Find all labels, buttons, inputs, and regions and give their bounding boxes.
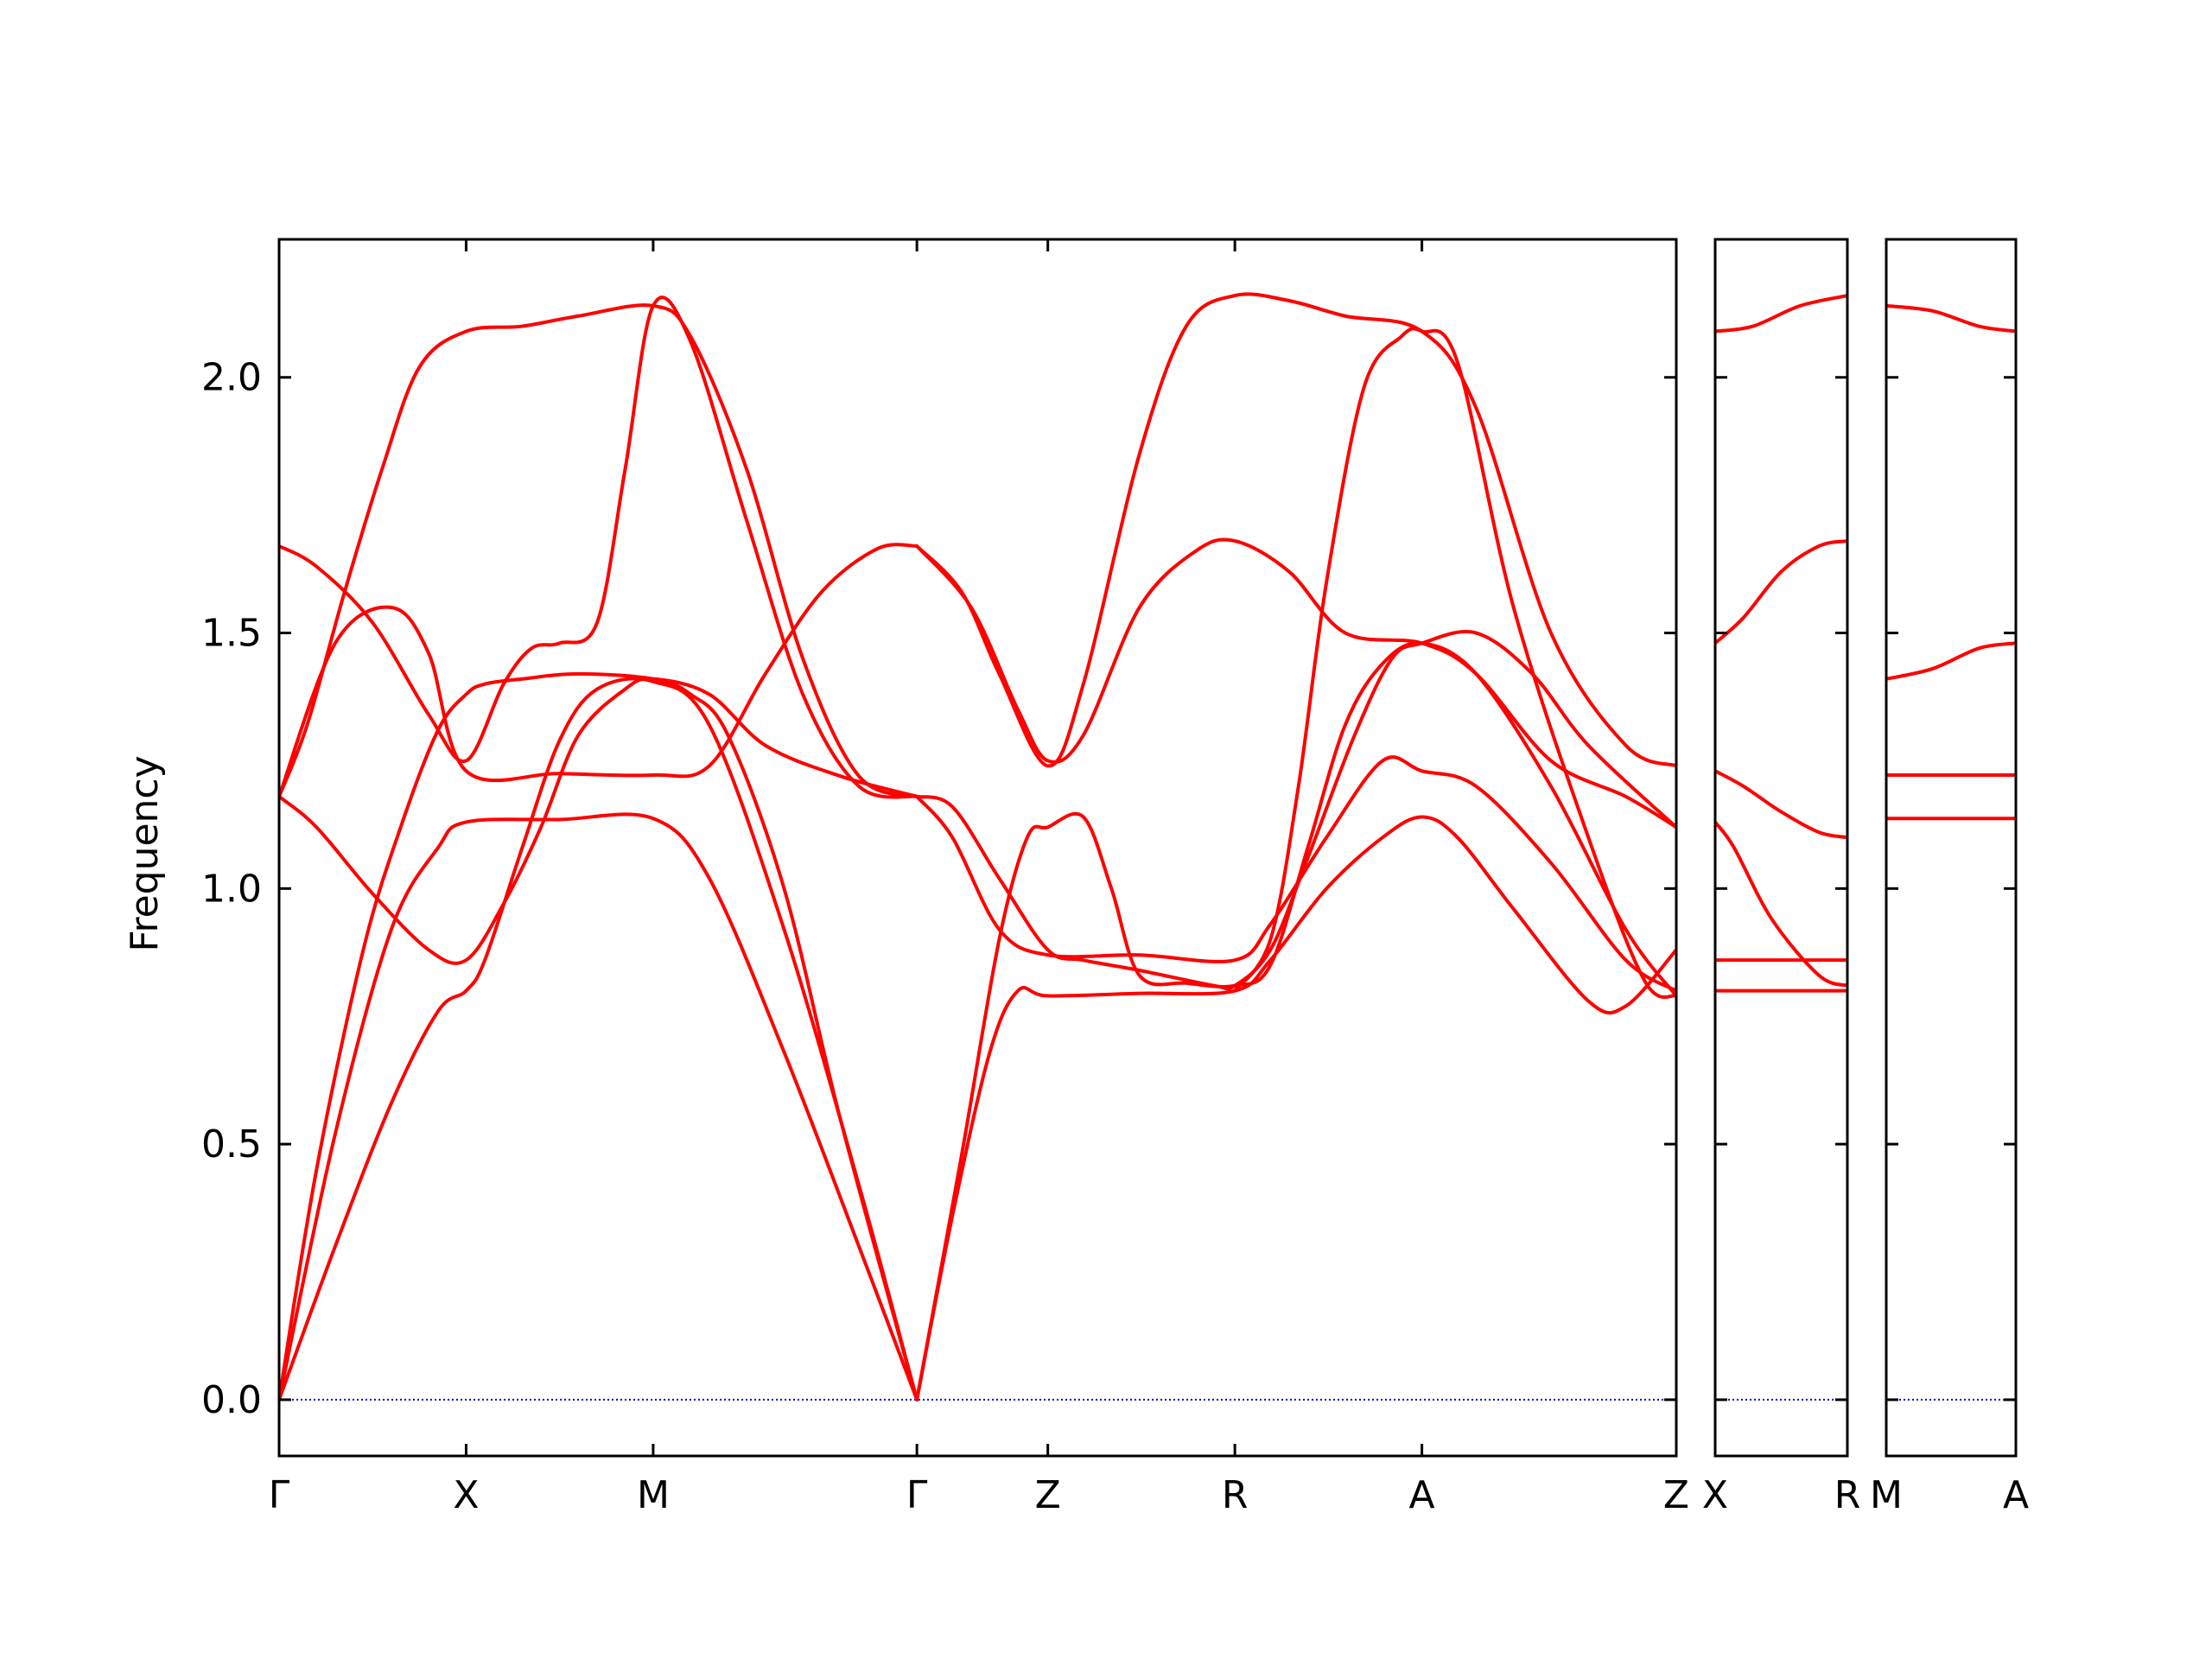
- x-tick-label: M: [637, 1473, 670, 1517]
- band-line-4: [1715, 769, 1847, 840]
- x-tick-label: A: [2003, 1473, 2029, 1517]
- axes-frame: [1713, 238, 1849, 1458]
- band-line-3: [279, 671, 919, 1402]
- band-line-4: [1886, 303, 2016, 334]
- band-line-2: [279, 677, 919, 1402]
- x-tick-label: M: [1870, 1473, 1903, 1517]
- y-tick-label: 2.0: [201, 356, 262, 400]
- band-line-9: [915, 641, 1676, 1402]
- x-tick-label: X: [1702, 1473, 1728, 1517]
- axes-frame: [277, 238, 1678, 1458]
- panel-1: 0.0 0.5 1.0 1.5 2.0 Γ X M Γ Z R A Z: [201, 238, 1689, 1517]
- panels: 0.00.51.01.52.0Γ X M Γ Z R A Z X R M A: [201, 238, 2029, 1517]
- band-line-7: [279, 303, 919, 798]
- bands: [279, 292, 1676, 1402]
- bands: [1715, 294, 1847, 993]
- x-tick-label: Γ: [906, 1473, 928, 1517]
- band-line-4: [279, 677, 919, 965]
- band-line-6: [1715, 294, 1847, 334]
- x-tick-label: Z: [1035, 1473, 1061, 1517]
- bands: [1886, 303, 2016, 821]
- x-tick-label: R: [1222, 1473, 1249, 1517]
- x-tick-label: X: [453, 1473, 479, 1517]
- x-tick-label: Z: [1663, 1473, 1689, 1517]
- y-tick-label: 1.0: [201, 867, 262, 911]
- x-tick-label: A: [1409, 1473, 1435, 1517]
- axes-frame: [1885, 238, 2018, 1458]
- x-tick-label: R: [1834, 1473, 1861, 1517]
- band-line-1: [279, 812, 919, 1402]
- band-line-3: [1715, 820, 1847, 988]
- y-tick-label: 0.5: [201, 1122, 262, 1166]
- y-tick-label: 1.5: [201, 612, 262, 656]
- band-line-12: [915, 537, 1676, 830]
- band-line-5: [1715, 539, 1847, 645]
- y-axis-label: Frequency: [123, 755, 167, 951]
- band-line-14: [1233, 327, 1676, 1000]
- band-line-6: [279, 296, 919, 799]
- band-line-8: [915, 815, 1676, 1402]
- y-tick-label: 0.0: [201, 1378, 262, 1422]
- x-tick-label: Γ: [269, 1473, 290, 1517]
- band-line-11: [915, 630, 1676, 991]
- band-line-13: [915, 292, 1676, 768]
- band-line-5: [279, 543, 919, 798]
- band-line-3: [1886, 641, 2016, 681]
